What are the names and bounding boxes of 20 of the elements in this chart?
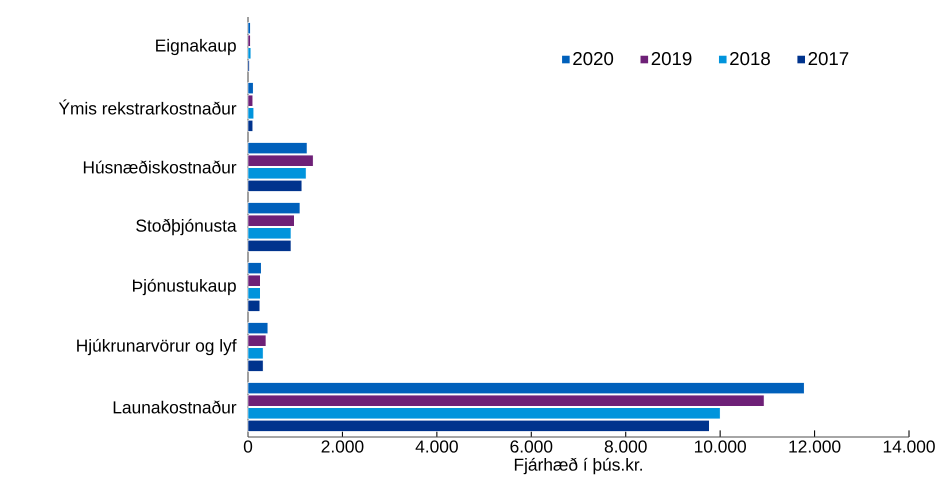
legend-label: 2017 (808, 52, 848, 66)
x-tick-label: 8.000 (604, 440, 647, 453)
x-tick-label: 4.000 (416, 440, 458, 453)
legend-label: 2019 (652, 52, 692, 66)
x-tick-label: 2.000 (322, 440, 364, 453)
y-tick-label: Ýmis rekstrarkostnaður (58, 99, 236, 115)
x-tick-label: 10.000 (694, 440, 746, 453)
y-tick-label: Þjónustukaup (133, 278, 236, 296)
x-tick-label: 14.000 (884, 440, 935, 453)
x-tick-label: 6.000 (510, 440, 552, 453)
legend-label: 2018 (730, 52, 770, 66)
y-tick-label: Hjúkrunarvörur og lyf (77, 338, 237, 356)
x-axis-title: Fjárhæð í þús.kr. (514, 458, 642, 474)
y-tick-label: Stoðþjónusta (136, 218, 237, 236)
y-tick-label: Húsnæðiskostnaður (84, 160, 236, 174)
y-tick-label: Eignakaup (156, 38, 236, 56)
x-tick-label: 0 (244, 440, 252, 453)
legend-label: 2020 (573, 52, 614, 66)
x-tick-label: 12.000 (789, 440, 840, 453)
y-tick-label: Launakostnaður (114, 400, 236, 414)
